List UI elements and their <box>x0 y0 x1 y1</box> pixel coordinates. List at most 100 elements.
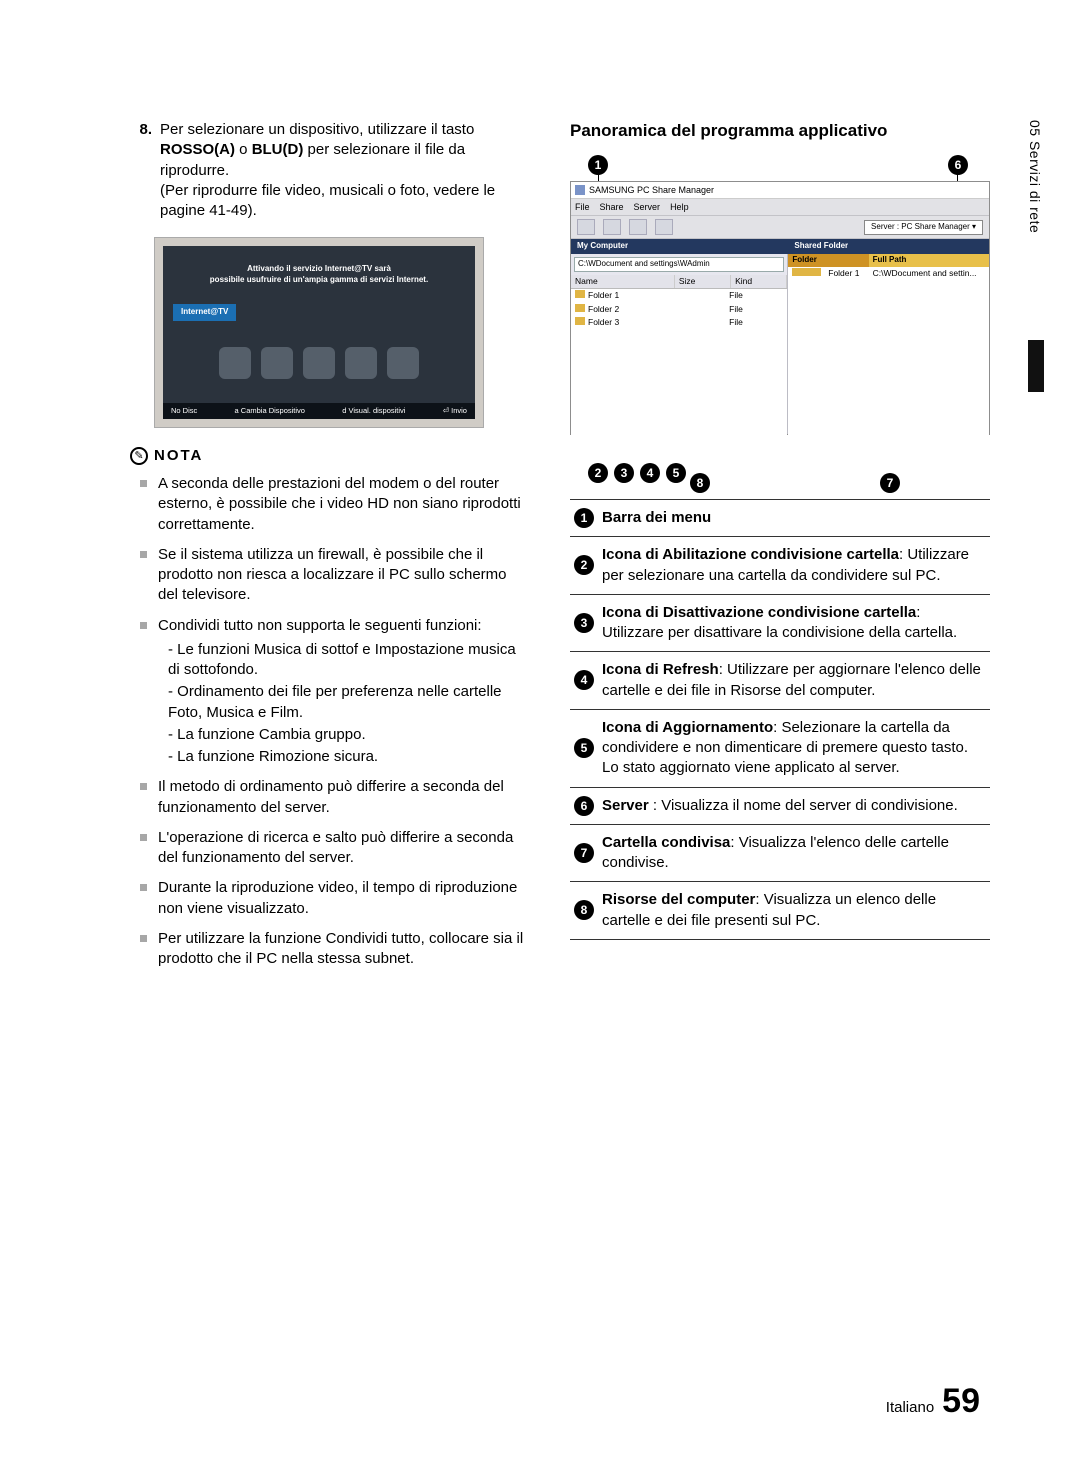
nota-sublist: - Le funzioni Musica di sottof e Imposta… <box>158 640 530 768</box>
address-bar[interactable]: C:\WDocument and settings\WAdmin <box>574 257 784 272</box>
mycomputer-bar: My Computer <box>571 239 788 254</box>
folder-icon <box>575 317 585 325</box>
toolbar-update-icon[interactable] <box>655 219 673 235</box>
file-kind: File <box>729 304 783 315</box>
server-dropdown[interactable]: Server : PC Share Manager ▾ <box>864 220 983 235</box>
menu-file[interactable]: File <box>575 201 590 213</box>
num-circle: 7 <box>574 843 594 863</box>
rosso-bold: ROSSO(A) <box>160 141 235 158</box>
desc-bold: Risorse del computer <box>602 891 755 908</box>
th-kind: Kind <box>731 275 787 288</box>
side-chapter-tab: 05 Servizi di rete <box>1025 120 1044 233</box>
tv-app-icon <box>303 347 335 379</box>
file-name: Folder 2 <box>588 304 619 314</box>
callout-marker-4: 4 <box>640 463 660 483</box>
nota-bullet: Se il sistema utilizza un firewall, è po… <box>158 545 530 606</box>
num-circle: 2 <box>574 555 594 575</box>
menu-server[interactable]: Server <box>634 201 661 213</box>
th-size: Size <box>675 275 731 288</box>
toolbar-refresh-icon[interactable] <box>629 219 647 235</box>
step-8: 8. Per selezionare un dispositivo, utili… <box>130 120 530 221</box>
tv-bottom-d: d Visual. dispositivi <box>342 406 405 416</box>
nota-icon: ✎ <box>130 447 148 465</box>
table-row[interactable]: Folder 2 File <box>571 303 787 316</box>
callout-marker-5: 5 <box>666 463 686 483</box>
shared-row[interactable]: Folder 1 C:\WDocument and settin... <box>788 267 989 280</box>
desc-bold: Cartella condivisa <box>602 834 730 851</box>
file-name: Folder 3 <box>588 317 619 327</box>
step-text-pre: Per selezionare un dispositivo, utilizza… <box>160 121 474 138</box>
table-row[interactable]: Folder 1File <box>571 289 787 302</box>
desc-row: 8Risorse del computer: Visualizza un ele… <box>570 882 990 940</box>
app-title-text: SAMSUNG PC Share Manager <box>589 184 714 196</box>
desc-row: 1Barra dei menu <box>570 500 990 537</box>
tv-app-icon <box>387 347 419 379</box>
app-titlebar: SAMSUNG PC Share Manager <box>571 182 989 199</box>
tv-app-icon <box>261 347 293 379</box>
num-circle: 3 <box>574 613 594 633</box>
tv-bottom-left: No Disc <box>171 406 197 416</box>
step-mid: o <box>235 141 252 158</box>
menu-share[interactable]: Share <box>600 201 624 213</box>
app-screenshot: SAMSUNG PC Share Manager File Share Serv… <box>570 181 990 435</box>
callout-marker-2: 2 <box>588 463 608 483</box>
file-kind: File <box>729 317 783 328</box>
description-table: 1Barra dei menu 2Icona di Abilitazione c… <box>570 499 990 940</box>
desc-row: 6 Server : Visualizza il nome del server … <box>570 787 990 824</box>
callout-marker-8: 8 <box>690 473 710 493</box>
th-folder: Folder <box>788 254 868 267</box>
right-heading: Panoramica del programma applicativo <box>570 120 990 143</box>
app-menubar: File Share Server Help <box>571 199 989 216</box>
nota-bullets: A seconda delle prestazioni del modem o … <box>130 474 530 969</box>
tv-bottom-enter: ⏎ Invio <box>443 406 467 416</box>
num-circle: 6 <box>574 796 594 816</box>
nota-bullet: Il metodo di ordinamento può differire a… <box>158 777 530 818</box>
nota-sub: - La funzione Cambia gruppo. <box>168 725 530 745</box>
th-path: Full Path <box>869 254 989 267</box>
blu-bold: BLU(D) <box>252 141 304 158</box>
desc-row: 7Cartella condivisa: Visualizza l'elenco… <box>570 824 990 882</box>
tv-tab: Internet@TV <box>173 304 236 321</box>
shared-folder-path: C:\WDocument and settin... <box>869 267 989 280</box>
file-list: Folder 1File Folder 2 File Folder 3 File <box>571 289 787 439</box>
desc-text: : Visualizza il nome del server di condi… <box>649 797 958 814</box>
nota-sub: - Le funzioni Musica di sottof e Imposta… <box>168 640 530 681</box>
num-circle: 5 <box>574 738 594 758</box>
nota-bullet: Per utilizzare la funzione Condividi tut… <box>158 929 530 970</box>
sharedfolder-bar: Shared Folder <box>788 239 989 254</box>
app-title-icon <box>575 185 585 195</box>
desc-bold: Icona di Disattivazione condivisione car… <box>602 604 916 621</box>
nota-bullet: Durante la riproduzione video, il tempo … <box>158 878 530 919</box>
callout-marker-6: 6 <box>948 155 968 175</box>
tv-msg-line1: Attivando il servizio Internet@TV sarà <box>173 264 465 275</box>
table-header: Name Size Kind <box>571 275 787 289</box>
toolbar-disable-share-icon[interactable] <box>603 219 621 235</box>
nota-text: Il metodo di ordinamento può differire a… <box>158 778 504 815</box>
desc-bold: Barra dei menu <box>602 509 711 526</box>
desc-bold: Server <box>602 797 649 814</box>
shared-folder-name: Folder 1 <box>824 267 863 279</box>
nota-sub: - Ordinamento dei file per preferenza ne… <box>168 682 530 723</box>
desc-bold: Icona di Refresh <box>602 661 719 678</box>
callout-marker-1: 1 <box>588 155 608 175</box>
page-footer: Italiano 59 <box>886 1379 980 1425</box>
table-row[interactable]: Folder 3 File <box>571 316 787 329</box>
tv-screenshot: Attivando il servizio Internet@TV sarà p… <box>154 237 484 428</box>
nota-text: L'operazione di ricerca e salto può diff… <box>158 829 513 866</box>
side-tab-thumb <box>1028 340 1044 392</box>
nota-text: Condividi tutto non supporta le seguenti… <box>158 617 482 634</box>
desc-row: 5Icona di Aggiornamento: Selezionare la … <box>570 709 990 787</box>
step-line2: (Per riprodurre file video, musicali o f… <box>160 181 530 222</box>
toolbar-enable-share-icon[interactable] <box>577 219 595 235</box>
nota-heading: ✎ NOTA <box>130 446 530 466</box>
num-circle: 8 <box>574 900 594 920</box>
menu-help[interactable]: Help <box>670 201 689 213</box>
nota-bullet: L'operazione di ricerca e salto può diff… <box>158 828 530 869</box>
tv-msg-line2: possibile usufruire di un'ampia gamma di… <box>173 275 465 286</box>
folder-icon <box>792 268 821 276</box>
nota-sub: - La funzione Rimozione sicura. <box>168 747 530 767</box>
file-kind: File <box>729 290 783 301</box>
step-body: Per selezionare un dispositivo, utilizza… <box>160 120 530 221</box>
folder-icon <box>575 304 585 312</box>
tv-bottom-a: a Cambia Dispositivo <box>235 406 305 416</box>
